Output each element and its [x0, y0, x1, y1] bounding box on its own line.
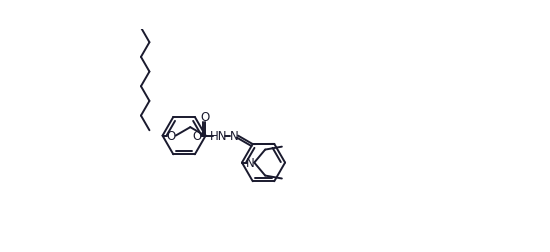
Text: O: O [166, 130, 175, 143]
Text: O: O [200, 110, 210, 123]
Text: O: O [192, 130, 202, 143]
Text: N: N [230, 130, 239, 143]
Text: N: N [246, 156, 255, 169]
Text: HN: HN [210, 130, 228, 143]
